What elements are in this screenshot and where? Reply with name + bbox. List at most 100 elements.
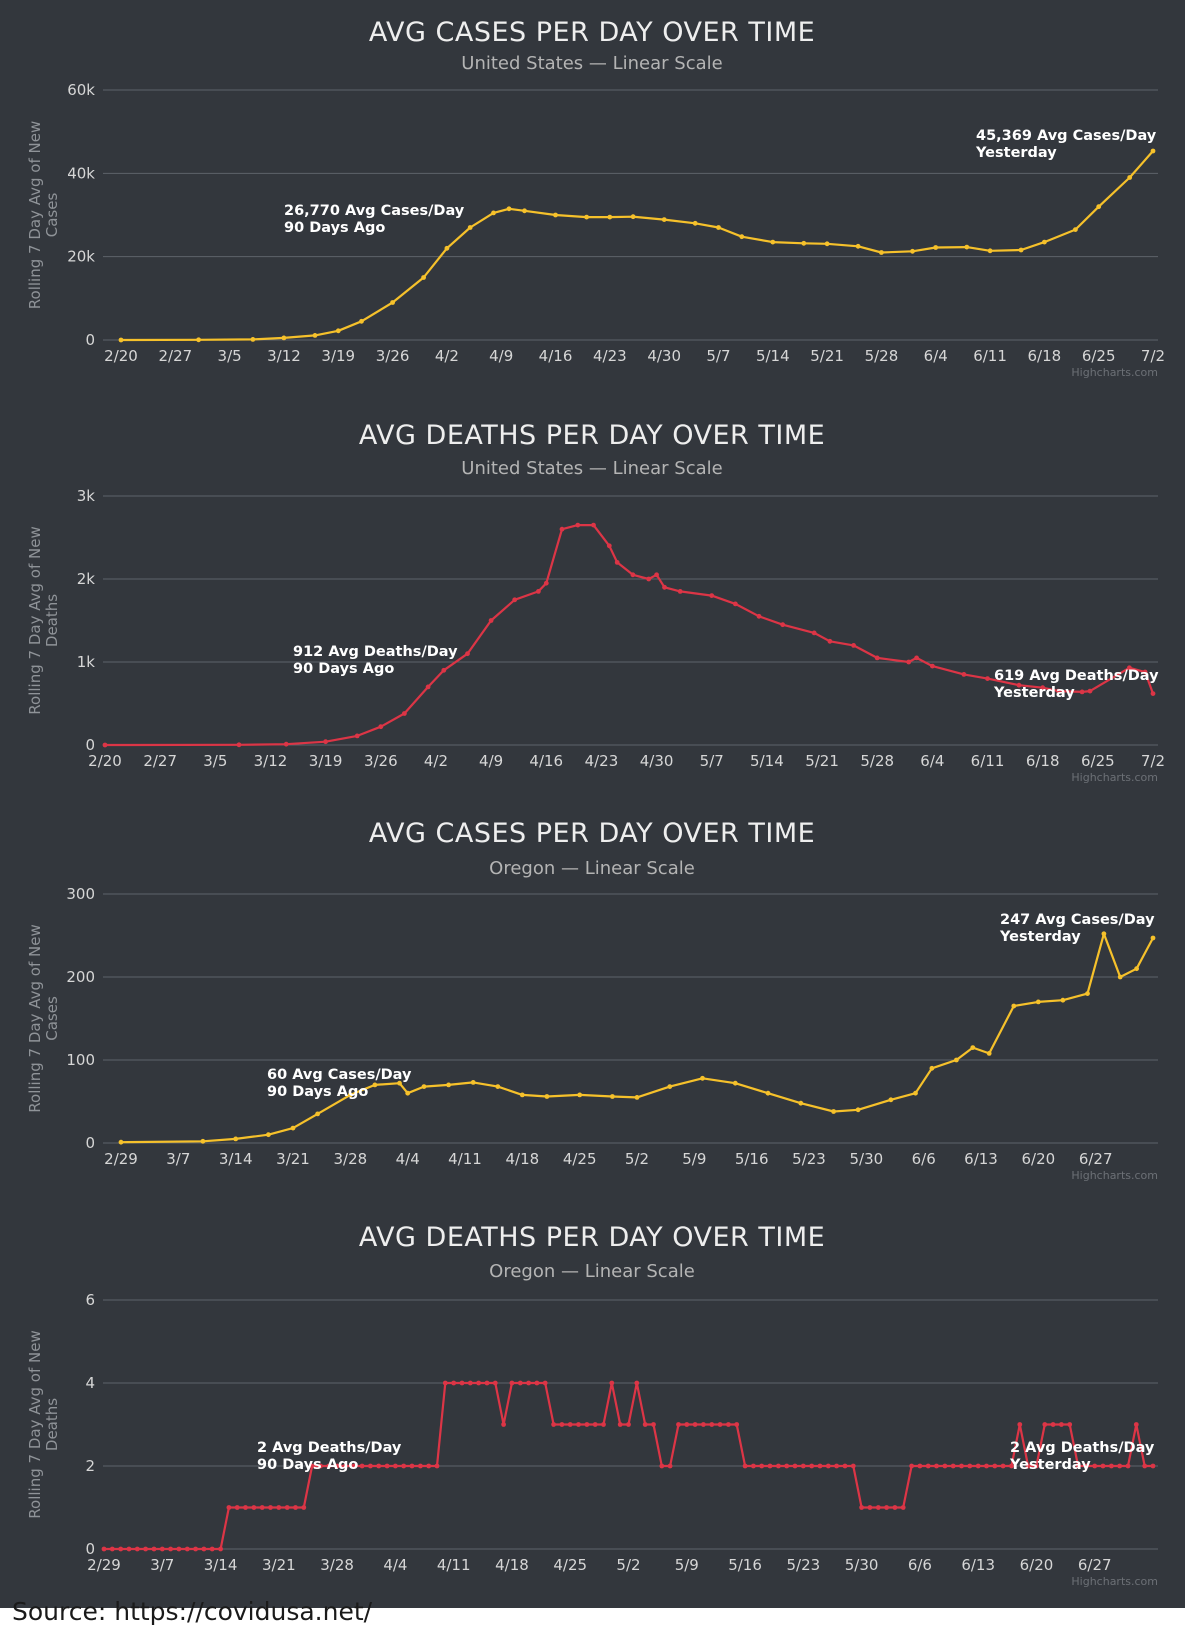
data-point (218, 1546, 224, 1552)
data-point (434, 1463, 440, 1469)
series-line (120, 932, 1154, 1144)
data-point (985, 676, 990, 681)
data-point (759, 1463, 765, 1469)
y-axis-title: Rolling 7 Day Avg of NewCases (26, 924, 61, 1112)
data-point (667, 1463, 673, 1469)
data-point (925, 1463, 931, 1469)
x-tick-label: 5/16 (735, 1150, 769, 1168)
x-tick-label: 3/5 (203, 752, 227, 770)
data-point (851, 643, 856, 648)
annotation-line: 2 Avg Deaths/Day (1010, 1440, 1155, 1456)
data-point (879, 250, 884, 255)
annotation-90-days-ago: 60 Avg Cases/Day 90 Days Ago (267, 1067, 412, 1100)
data-point (397, 1080, 402, 1086)
x-tick-label: 6/13 (964, 1150, 998, 1168)
annotation-line: 60 Avg Cases/Day (267, 1067, 412, 1083)
data-point (476, 1380, 481, 1386)
data-point (617, 1422, 623, 1427)
series-line (120, 150, 1154, 342)
data-point (234, 1505, 240, 1510)
x-tick-label: 3/7 (150, 1556, 174, 1574)
x-tick-label: 6/13 (961, 1556, 995, 1574)
data-point (700, 1075, 705, 1081)
x-tick-label: 3/21 (262, 1556, 296, 1574)
data-point (776, 1463, 781, 1469)
data-point (591, 522, 596, 528)
data-point (276, 1505, 282, 1510)
x-tick-label: 3/21 (276, 1150, 310, 1168)
highcharts-credit: Highcharts.com (1071, 1169, 1158, 1182)
data-point (409, 1463, 415, 1469)
data-point (184, 1546, 190, 1552)
data-point (553, 212, 558, 218)
data-point (567, 1422, 573, 1427)
data-point (526, 1380, 531, 1386)
data-point (465, 651, 470, 657)
data-point (577, 1092, 583, 1098)
data-point (536, 589, 541, 594)
data-point (827, 638, 833, 644)
data-point (959, 1463, 964, 1469)
data-point (301, 1505, 307, 1510)
data-point (425, 684, 431, 690)
data-point (634, 1095, 640, 1100)
oregon-cases-chart: AVG CASES PER DAY OVER TIME Oregon — Line… (26, 818, 1158, 1182)
data-point (268, 1505, 273, 1510)
x-tick-label: 2/29 (104, 1150, 138, 1168)
data-point (326, 1463, 332, 1469)
data-point (975, 1463, 981, 1469)
x-tick-label: 3/19 (309, 752, 343, 770)
data-point (756, 613, 762, 619)
highcharts-credit: Highcharts.com (1071, 1575, 1158, 1588)
data-point (930, 663, 935, 669)
data-point (910, 248, 915, 254)
data-point (575, 522, 581, 528)
x-tick-label: 6/11 (971, 752, 1005, 770)
data-point (359, 1463, 365, 1469)
chart-subtitle: United States — Linear Scale (461, 458, 722, 479)
y-tick-label: 20k (67, 248, 95, 266)
annotation-line: 26,770 Avg Cases/Day (284, 203, 465, 219)
data-point (309, 1463, 315, 1469)
data-point (118, 1546, 124, 1552)
chart-subtitle: Oregon — Linear Scale (489, 858, 695, 879)
x-tick-label: 3/14 (204, 1556, 238, 1574)
data-point (780, 622, 786, 628)
data-point (859, 1505, 864, 1510)
data-point (934, 1463, 939, 1469)
x-tick-label: 4/11 (437, 1556, 471, 1574)
annotation-line: Yesterday (1009, 1457, 1091, 1473)
y-tick-label: 2 (85, 1457, 95, 1475)
x-tick-label: 7/2 (1141, 752, 1165, 770)
x-tick-label: 4/25 (553, 1556, 587, 1574)
x-tick-label: 6/4 (920, 752, 944, 770)
data-point (867, 1505, 873, 1510)
charts-panel: AVG CASES PER DAY OVER TIME United States… (0, 0, 1185, 1608)
data-point (709, 1422, 715, 1427)
data-point (459, 1380, 465, 1386)
y-axis-title: Rolling 7 Day Avg of NewDeaths (26, 1330, 61, 1518)
data-point (488, 618, 494, 623)
data-point (559, 1422, 565, 1427)
series-line (104, 523, 1155, 747)
data-point (226, 1505, 232, 1510)
data-point (118, 1139, 124, 1145)
data-point (809, 1463, 815, 1469)
y-tick-label: 2k (77, 570, 96, 588)
x-tick-label: 3/14 (219, 1150, 253, 1168)
data-point (334, 1463, 340, 1469)
data-point (509, 1380, 515, 1386)
y-tick-label: 3k (77, 487, 96, 505)
x-tick-label: 6/11 (973, 347, 1007, 365)
x-tick-label: 6/20 (1021, 1150, 1055, 1168)
annotation-line: 90 Days Ago (284, 220, 385, 236)
x-tick-label: 6/18 (1026, 752, 1060, 770)
data-point (811, 630, 817, 636)
annotation-line: Yesterday (975, 145, 1057, 161)
data-point (792, 1463, 798, 1469)
x-tick-label: 4/18 (495, 1556, 529, 1574)
data-point (875, 1505, 881, 1510)
data-point (584, 214, 589, 220)
x-tick-label: 6/25 (1081, 752, 1115, 770)
data-point (470, 1080, 476, 1085)
